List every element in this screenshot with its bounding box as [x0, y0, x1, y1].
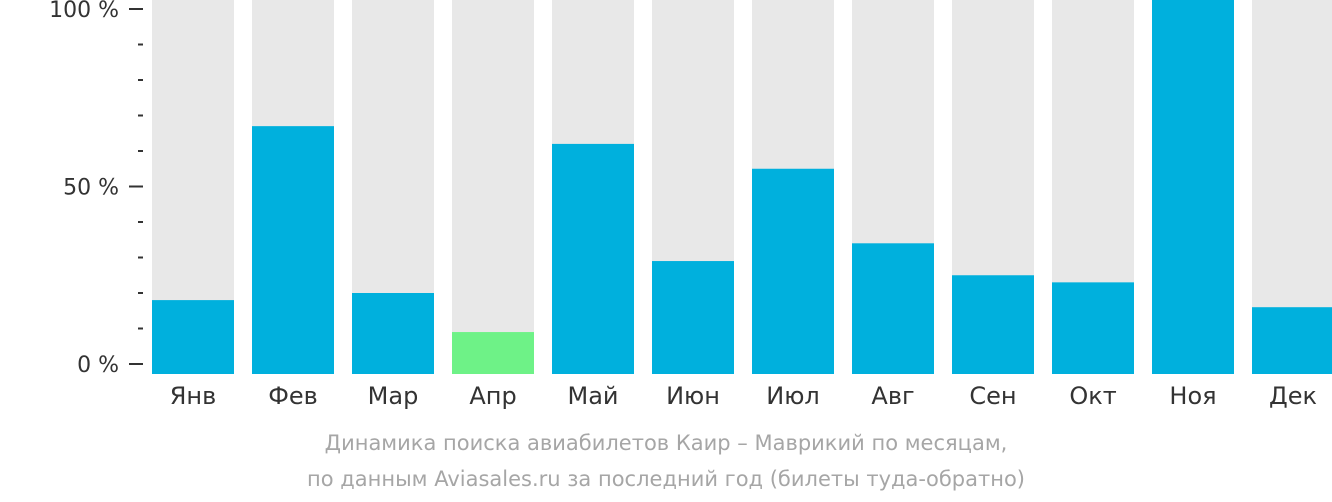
- x-tick-label: Июн: [666, 382, 720, 410]
- bar-4: [452, 332, 534, 374]
- x-tick-label: Сен: [969, 382, 1016, 410]
- bar-11: [1152, 0, 1234, 374]
- bar-9: [952, 275, 1034, 374]
- bar-3: [352, 293, 434, 374]
- y-axis: 0 % 50 % 100 %: [49, 0, 143, 378]
- x-tick-label: Дек: [1269, 382, 1317, 410]
- bar-7: [752, 168, 834, 374]
- x-tick-label: Фев: [268, 382, 318, 410]
- bar-10: [1052, 282, 1134, 374]
- x-tick-label: Ноя: [1169, 382, 1216, 410]
- x-tick-label: Окт: [1069, 382, 1116, 410]
- bar-background: [452, 0, 534, 374]
- x-tick-label: Авг: [871, 382, 914, 410]
- bar-8: [852, 243, 934, 374]
- x-tick-label: Май: [567, 382, 618, 410]
- bars-group: [152, 0, 1332, 375]
- bar-12: [1252, 307, 1332, 374]
- bar-5: [552, 143, 634, 374]
- x-tick-label: Мар: [368, 382, 419, 410]
- bar-6: [652, 261, 734, 374]
- y-tick-label: 50 %: [63, 176, 119, 201]
- x-axis-labels: Янв Фев Мар Апр Май Июн Июл Авг Сен Окт Ноя Дек: [170, 382, 1317, 410]
- x-tick-label: Янв: [170, 382, 217, 410]
- y-tick-label: 100 %: [49, 0, 119, 23]
- bar-2: [252, 126, 334, 375]
- x-tick-label: Июл: [766, 382, 820, 410]
- bar-1: [152, 300, 234, 374]
- y-tick-label: 0 %: [77, 353, 119, 378]
- x-tick-label: Апр: [469, 382, 516, 410]
- chart-caption-line-2: по данным Aviasales.ru за последний год …: [307, 467, 1025, 491]
- chart-caption-line-1: Динамика поиска авиабилетов Каир – Маври…: [324, 431, 1008, 455]
